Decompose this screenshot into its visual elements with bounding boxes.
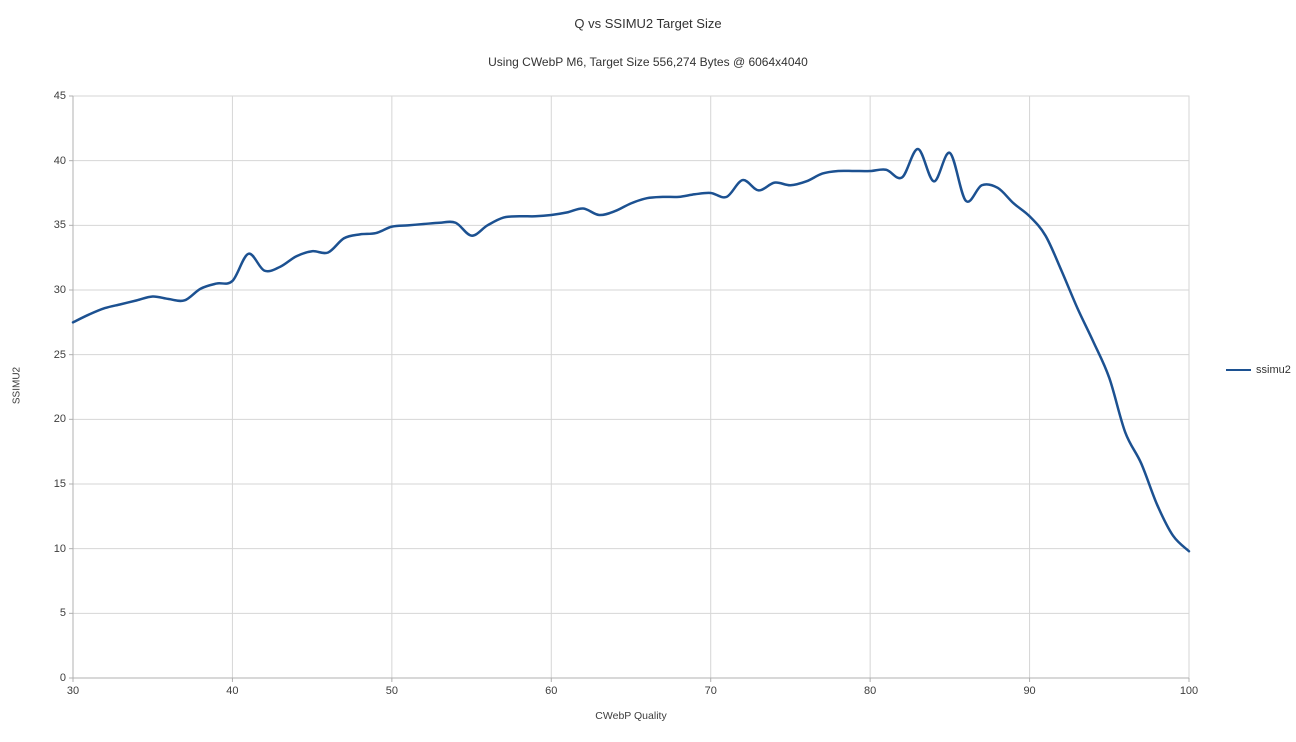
x-tick-label: 70 — [704, 685, 717, 697]
y-tick-label: 15 — [53, 478, 66, 490]
chart-canvas — [69, 95, 1191, 682]
legend-line-swatch — [1226, 369, 1251, 371]
y-tick-label: 25 — [53, 348, 66, 361]
y-tick-label: 40 — [53, 154, 66, 167]
x-tick-label: 50 — [385, 685, 398, 697]
y-tick-label: 45 — [53, 90, 66, 102]
y-axis-title: SSIMU2 — [11, 366, 23, 405]
chart-title: Q vs SSIMU2 Target Size — [574, 16, 722, 31]
x-tick-label: 60 — [545, 685, 558, 697]
x-axis-title: CWebP Quality — [595, 710, 667, 722]
y-tick-label: 20 — [53, 413, 66, 426]
x-tick-label: 100 — [1179, 685, 1199, 697]
y-tick-label: 10 — [53, 542, 66, 555]
chart-subtitle: Using CWebP M6, Target Size 556,274 Byte… — [488, 55, 808, 69]
series-line-ssimu2 — [71, 147, 1191, 553]
y-tick-label: 5 — [59, 607, 66, 620]
legend: ssimu2 — [1226, 362, 1291, 378]
chart-plot-area — [69, 95, 1191, 682]
x-tick-label: 80 — [864, 685, 877, 697]
plot-border — [72, 95, 1190, 679]
x-tick-label: 40 — [226, 685, 239, 697]
legend-label: ssimu2 — [1256, 364, 1291, 376]
x-tick-label: 30 — [66, 685, 80, 697]
y-tick-label: 35 — [53, 219, 66, 232]
y-tick-label: 30 — [53, 284, 66, 296]
y-tick-label: 0 — [59, 672, 66, 684]
x-tick-label: 90 — [1023, 685, 1036, 697]
